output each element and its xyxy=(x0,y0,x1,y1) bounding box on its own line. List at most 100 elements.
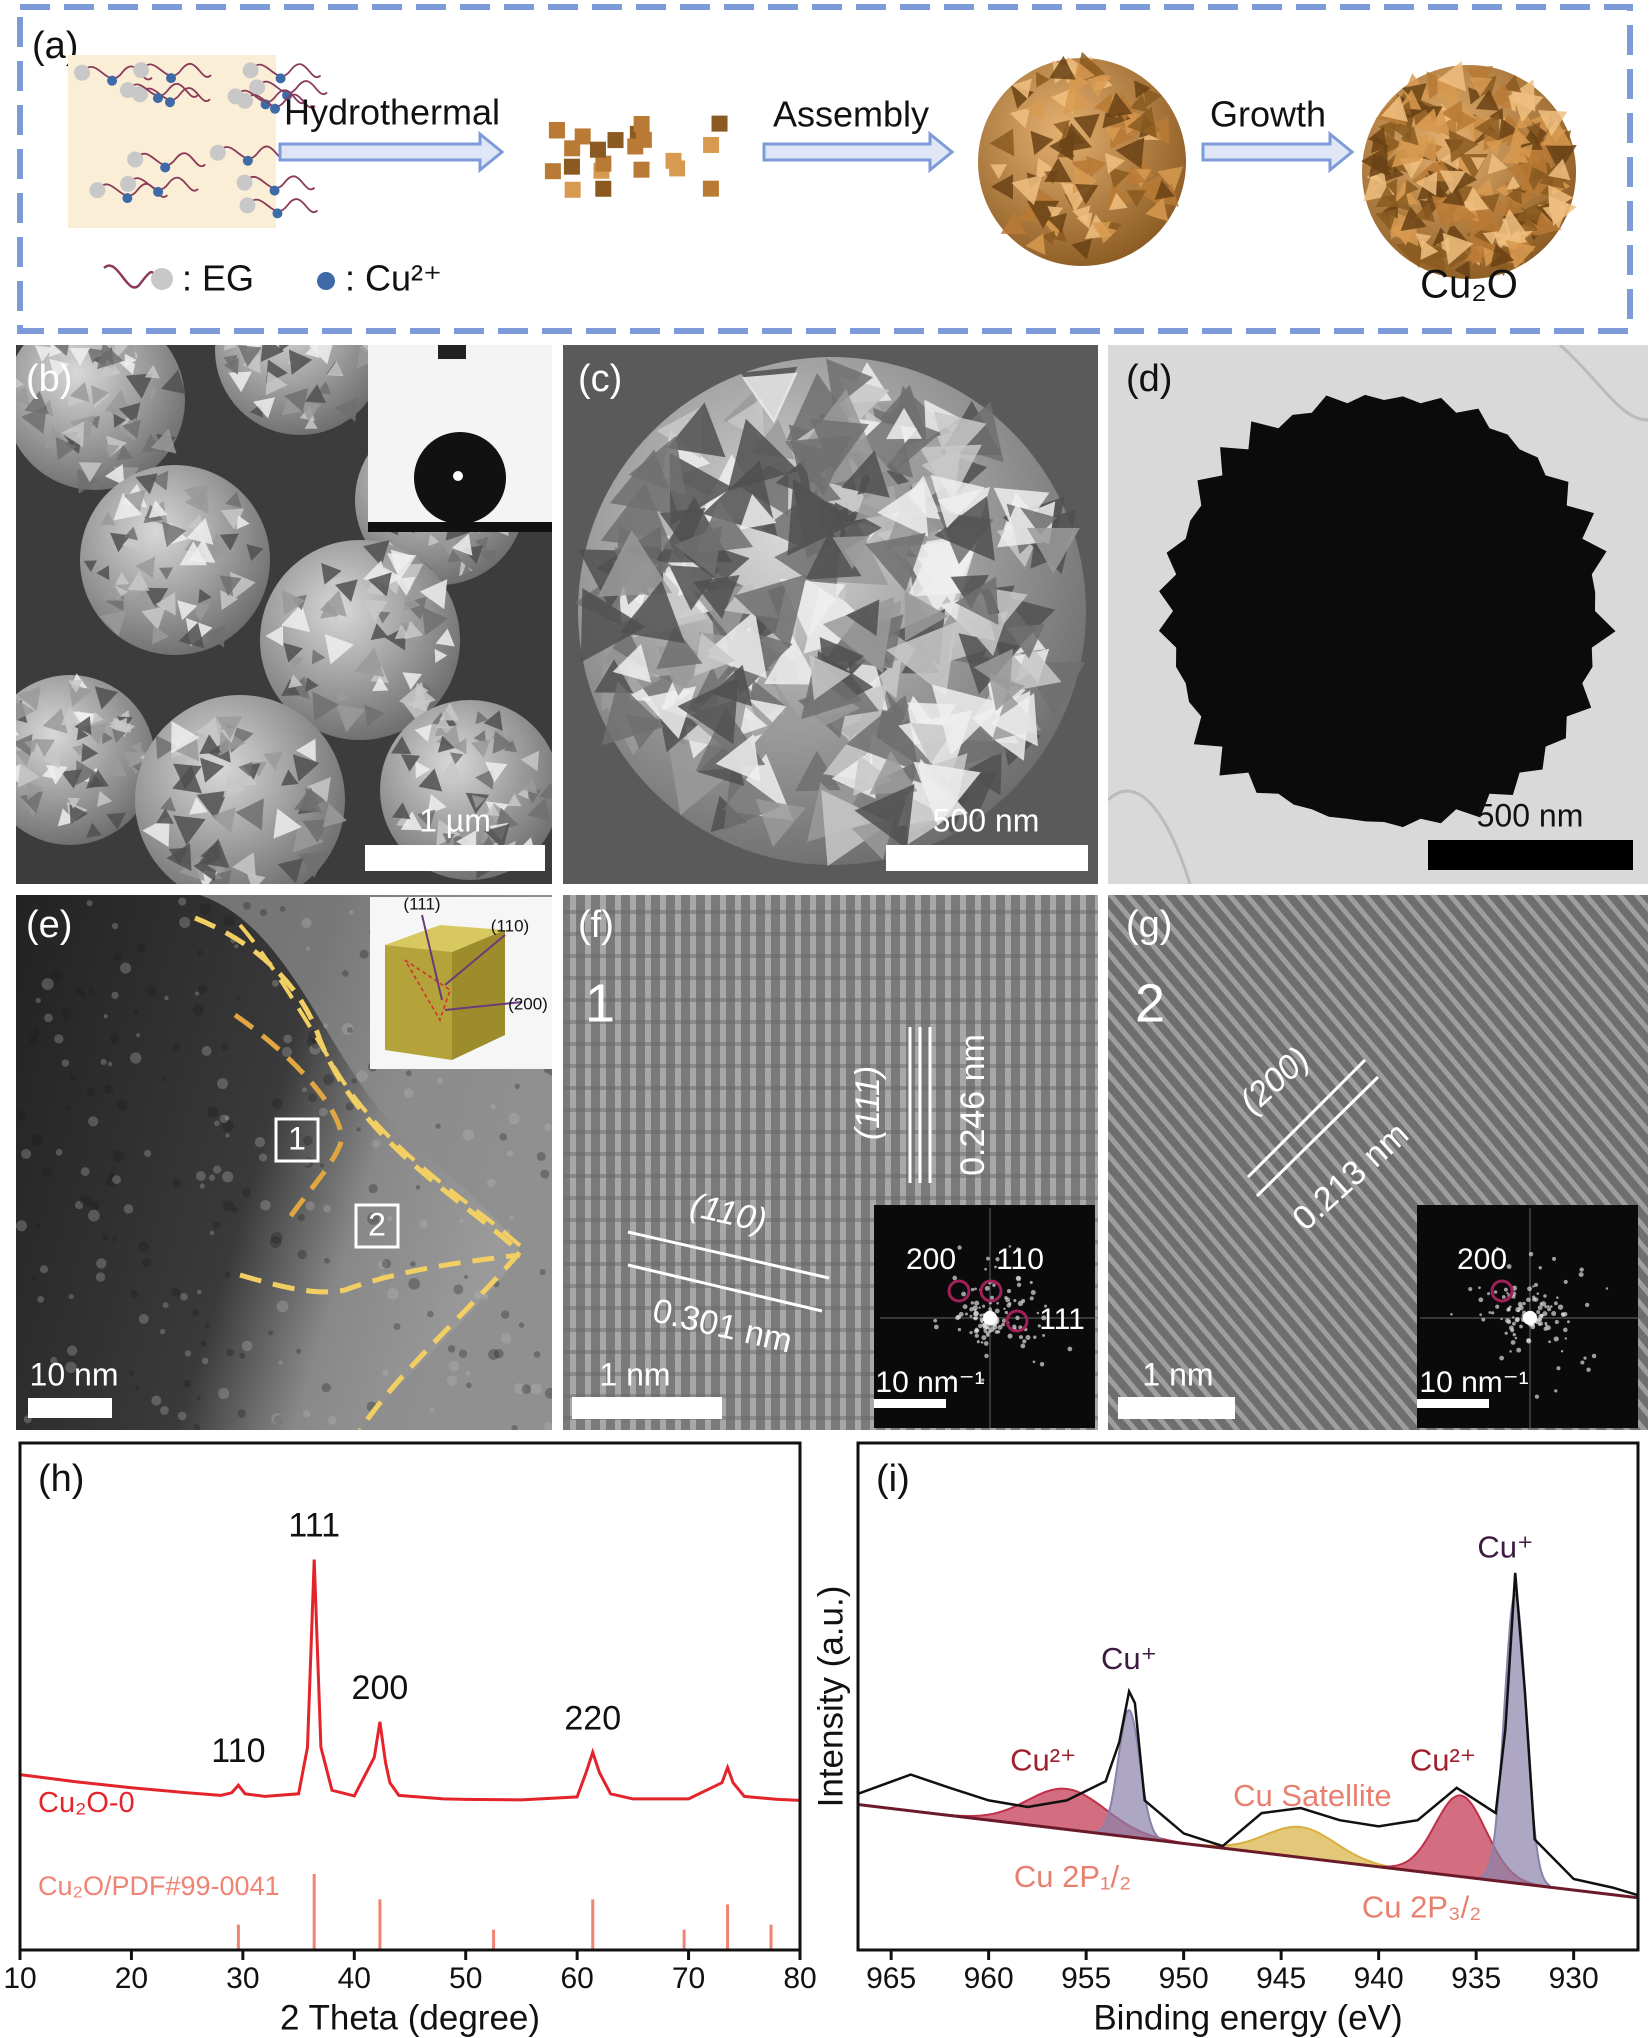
speckle xyxy=(162,1302,169,1309)
facet xyxy=(199,734,222,755)
fft-speckle xyxy=(1030,1290,1036,1295)
facet xyxy=(1505,239,1536,270)
facet xyxy=(950,574,989,609)
speckle xyxy=(543,1067,550,1073)
fft-spot-marker xyxy=(1490,1279,1514,1303)
facet xyxy=(1390,116,1413,142)
speckle xyxy=(318,1107,328,1117)
facet xyxy=(324,634,354,665)
speckle xyxy=(55,1148,63,1156)
facet xyxy=(246,544,264,561)
facet xyxy=(190,603,211,622)
droplet-highlight xyxy=(453,471,463,481)
speckle xyxy=(123,1204,134,1214)
speckle xyxy=(224,1115,230,1121)
facet xyxy=(1414,201,1436,223)
speckle xyxy=(419,1220,428,1229)
panel-label: (f) xyxy=(578,904,614,946)
speckle xyxy=(427,1310,434,1318)
fft-speckle xyxy=(1008,1245,1012,1248)
speckle xyxy=(488,1349,499,1360)
speckle xyxy=(222,1171,234,1183)
facet xyxy=(228,371,252,393)
facet xyxy=(1157,166,1184,192)
facet xyxy=(135,556,156,579)
fft-speckle xyxy=(1554,1389,1558,1393)
speckle xyxy=(160,1405,169,1415)
speckle xyxy=(281,1046,292,1058)
fft-speckle xyxy=(1578,1272,1584,1278)
facet xyxy=(1416,241,1446,273)
facet xyxy=(865,532,926,592)
speckle xyxy=(192,1309,200,1317)
facet xyxy=(16,378,25,388)
facet xyxy=(416,809,436,828)
facet-label: (200) xyxy=(508,994,548,1013)
cube-top xyxy=(385,925,505,952)
facet xyxy=(435,532,461,556)
facet xyxy=(17,686,41,711)
facet xyxy=(1415,233,1432,249)
fft-speckle xyxy=(1566,1320,1570,1324)
facet xyxy=(1464,245,1484,264)
fft-spot-marker xyxy=(979,1279,1003,1303)
speckle xyxy=(367,1212,380,1225)
fft-speckle xyxy=(1039,1362,1045,1367)
cube xyxy=(633,161,650,178)
facet xyxy=(321,562,342,585)
fft-speckle xyxy=(1537,1317,1543,1322)
facet xyxy=(1018,202,1039,222)
facet xyxy=(86,347,104,364)
facet xyxy=(173,815,206,846)
annotation: Cu⁺ xyxy=(1477,1530,1533,1565)
facet xyxy=(1542,203,1569,229)
step-label: Assembly xyxy=(773,94,929,135)
facet xyxy=(404,620,424,640)
facet xyxy=(1126,190,1147,208)
fft-speckle xyxy=(1013,1298,1017,1303)
facet xyxy=(1506,176,1522,190)
speckle xyxy=(130,1289,139,1299)
facet xyxy=(288,349,313,375)
facet xyxy=(930,475,985,529)
x-axis-label: Binding energy (eV) xyxy=(1093,1998,1402,2037)
spacing-label: 0.246 nm xyxy=(954,1034,992,1176)
speckle xyxy=(172,1178,182,1188)
speckle xyxy=(96,1258,107,1269)
facet xyxy=(594,659,634,694)
speckle xyxy=(61,1008,73,1019)
speckle xyxy=(196,1396,201,1401)
facet xyxy=(106,758,128,777)
facet xyxy=(265,625,284,647)
speckle xyxy=(162,1077,167,1082)
facet xyxy=(1049,133,1074,161)
fft-speckle xyxy=(1506,1291,1509,1295)
facet xyxy=(667,738,741,816)
facet xyxy=(600,482,673,550)
fft-speckle xyxy=(988,1307,992,1311)
speckle xyxy=(530,1383,542,1395)
facet xyxy=(55,436,77,461)
fft-speckle xyxy=(957,1245,962,1250)
speckle xyxy=(112,1175,121,1185)
facet xyxy=(1047,213,1067,233)
fft-speckle xyxy=(1040,1256,1043,1259)
speckle xyxy=(544,1421,552,1430)
lattice-lines xyxy=(627,1230,830,1313)
facet xyxy=(196,790,228,820)
facet xyxy=(1104,127,1121,142)
eg-end xyxy=(131,86,148,103)
speckle xyxy=(177,1411,187,1421)
facet xyxy=(1154,180,1175,200)
facet xyxy=(34,345,53,363)
speckle xyxy=(235,995,241,1001)
facet xyxy=(61,421,85,448)
facet xyxy=(1442,232,1474,265)
facet xyxy=(69,347,91,366)
facet xyxy=(122,530,142,549)
facet xyxy=(1036,157,1056,180)
speckle xyxy=(544,1387,552,1399)
facet xyxy=(1506,160,1534,188)
facet xyxy=(273,808,302,839)
facet xyxy=(298,852,327,878)
